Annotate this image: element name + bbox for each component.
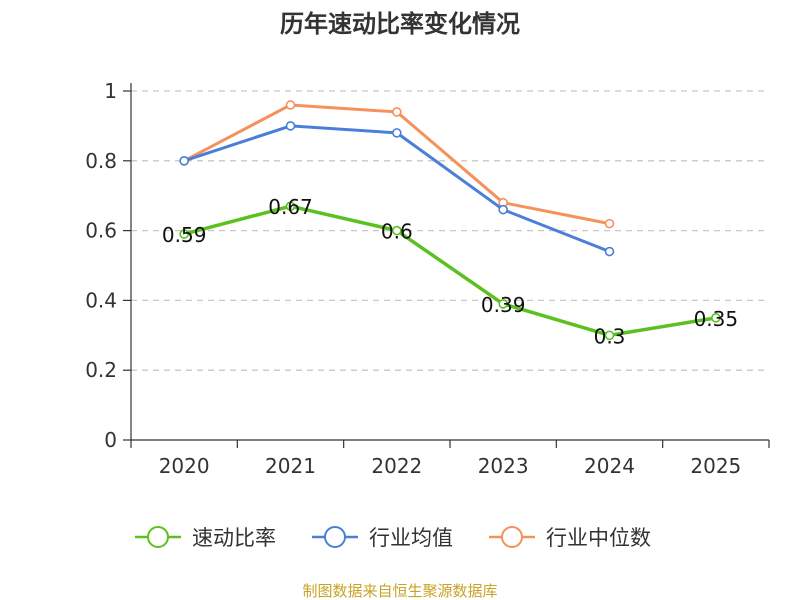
legend-label[interactable]: 行业中位数 — [546, 526, 651, 550]
legend-marker — [501, 526, 523, 548]
data-point[interactable] — [392, 107, 402, 117]
data-point[interactable] — [392, 128, 402, 138]
legend-marker — [324, 526, 346, 548]
y-tick-label: 1 — [104, 79, 117, 103]
grid-lines — [131, 90, 769, 371]
x-tick-label: 2021 — [265, 454, 316, 478]
y-tick-label: 0 — [104, 428, 117, 452]
y-axis: 0 0.2 0.4 0.6 0.8 1 — [85, 79, 132, 452]
chart-title: 历年速动比率变化情况 — [280, 10, 520, 38]
source-note: 制图数据来自恒生聚源数据库 — [302, 582, 497, 600]
data-label: 0.59 — [162, 223, 207, 247]
data-label: 0.3 — [594, 324, 626, 348]
data-labels: 0.59 0.67 0.6 0.39 0.3 0.35 — [162, 195, 738, 348]
y-tick-label: 0.4 — [85, 288, 117, 312]
data-point[interactable] — [498, 299, 508, 309]
data-point[interactable] — [179, 156, 189, 166]
legend-marker — [147, 526, 169, 548]
x-axis: 2020 2021 2022 2023 2024 2025 — [130, 439, 770, 478]
data-point[interactable] — [392, 225, 402, 236]
series-group — [179, 100, 721, 341]
data-point[interactable] — [285, 201, 296, 211]
series-line-速动比率 — [183, 204, 717, 338]
data-point[interactable] — [285, 121, 296, 131]
y-tick-label: 0.6 — [85, 219, 117, 243]
x-tick-label: 2025 — [690, 454, 741, 478]
x-tick-label: 2022 — [371, 454, 422, 478]
data-point[interactable] — [285, 100, 296, 110]
x-tick-label: 2020 — [159, 454, 210, 478]
data-point[interactable] — [711, 313, 721, 323]
series-line-行业中位数 — [183, 103, 610, 226]
data-point[interactable] — [604, 330, 615, 341]
y-tick-label: 0.2 — [85, 358, 117, 382]
data-label: 0.67 — [268, 195, 313, 219]
data-point[interactable] — [179, 229, 189, 239]
y-tick-label: 0.8 — [85, 149, 117, 173]
data-point[interactable] — [604, 218, 615, 229]
x-tick-label: 2024 — [584, 454, 635, 478]
data-point[interactable] — [498, 204, 508, 215]
x-tick-label: 2023 — [478, 454, 529, 478]
data-label: 0.35 — [694, 307, 739, 331]
legend-label[interactable]: 速动比率 — [192, 526, 276, 550]
data-label: 0.6 — [381, 220, 413, 244]
data-point[interactable] — [604, 246, 615, 257]
legend[interactable]: 速动比率 行业均值 行业中位数 — [135, 526, 651, 550]
data-label: 0.39 — [481, 293, 526, 317]
legend-label[interactable]: 行业均值 — [369, 526, 453, 550]
